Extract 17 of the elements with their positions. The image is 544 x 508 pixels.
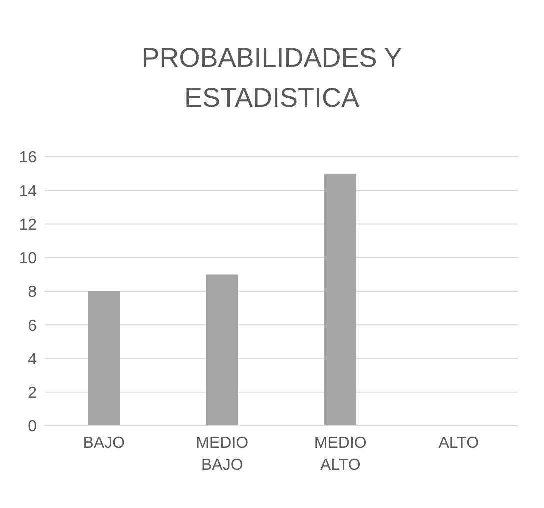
chart-title: PROBABILIDADES Y ESTADISTICA xyxy=(140,42,404,115)
y-tick-label: 8 xyxy=(28,284,38,302)
y-tick-label: 6 xyxy=(28,318,38,335)
y-tick-label: 16 xyxy=(19,150,38,167)
y-tick-label: 0 xyxy=(28,418,38,436)
x-tick-label: ALTO xyxy=(438,435,480,452)
y-tick-label: 10 xyxy=(19,250,38,268)
bar xyxy=(88,292,120,426)
y-tick-label: 12 xyxy=(19,216,38,234)
x-tick-label: MEDIO BAJO xyxy=(196,435,249,474)
y-tick-label: 4 xyxy=(28,351,38,368)
bar xyxy=(206,274,238,426)
y-tick-label: 2 xyxy=(28,385,38,402)
y-tick-label: 14 xyxy=(19,183,38,200)
bar xyxy=(324,174,356,426)
x-tick-label: MEDIO ALTO xyxy=(314,435,367,474)
x-tick-label: BAJO xyxy=(83,435,126,452)
